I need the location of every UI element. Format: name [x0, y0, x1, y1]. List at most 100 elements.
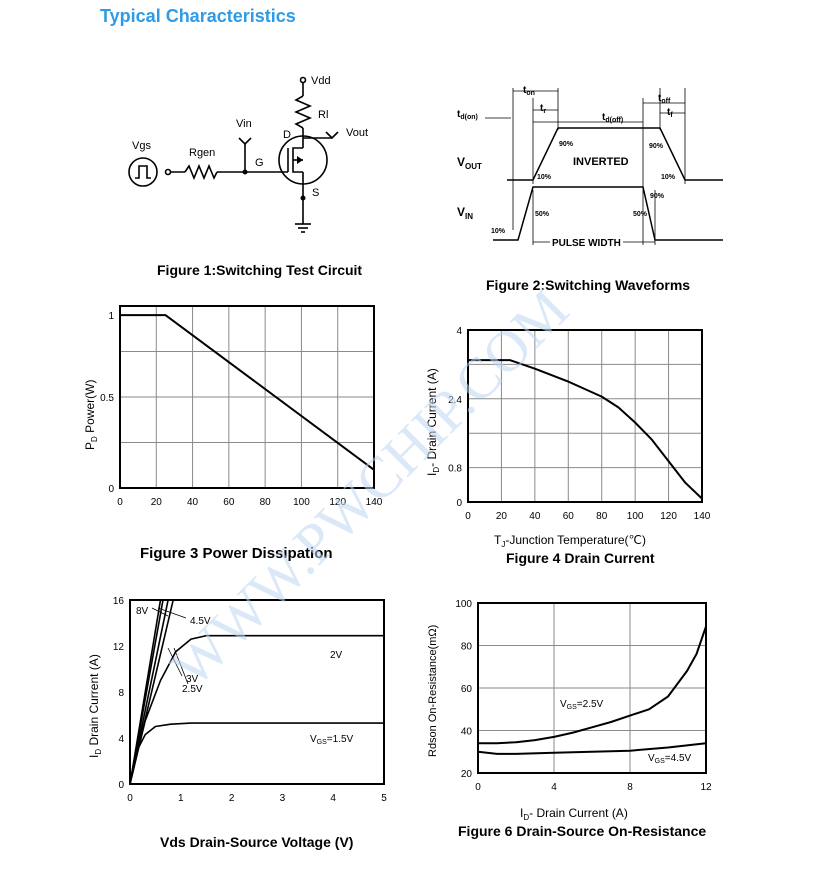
x-tick-label: 140 — [366, 497, 383, 508]
y-tick-label: 4 — [456, 326, 462, 337]
output-characteristics-chart: ID Drain Current (A) 0 1 2 3 4 504812168V4.5V… — [87, 596, 387, 804]
x-tick-label: 120 — [660, 511, 677, 522]
vout-90-fall: 90% — [649, 143, 664, 150]
y-tick-label: 0 — [456, 498, 462, 509]
vin-50-fall: 50% — [633, 211, 648, 218]
x-tick-label: 80 — [260, 497, 272, 508]
tf-label: tf — [667, 107, 673, 119]
page-title: Typical Characteristics — [100, 6, 296, 26]
x-tick-label: 1 — [178, 793, 184, 804]
curve-label-vgs-2-5v: VGS=2.5V — [560, 699, 604, 711]
ton-label: ton — [523, 85, 535, 97]
series-line-pd — [120, 314, 375, 471]
x-tick-label: 100 — [293, 497, 310, 508]
x-tick-label: 3 — [280, 793, 286, 804]
label-leader — [173, 647, 189, 685]
figure-6-caption: Figure 6 Drain-Source On-Resistance — [458, 823, 707, 839]
tr-label: tr — [540, 103, 546, 115]
fig4-xlabel: TJ-Junction Temperature(℃) — [494, 533, 646, 549]
y-tick-label: 40 — [461, 727, 473, 738]
x-tick-label: 4 — [330, 793, 336, 804]
label-leader — [157, 607, 187, 619]
vin-90: 90% — [650, 193, 665, 200]
on-resistance-chart: Rdson On-Resistance(mΩ) ID- Drain Curren… — [427, 599, 712, 822]
x-tick-label: 20 — [496, 511, 508, 522]
label-leader — [167, 647, 183, 677]
y-tick-label: 0 — [118, 780, 124, 791]
x-tick-label: 60 — [223, 497, 235, 508]
toff-label: toff — [658, 93, 671, 105]
series-line-id — [468, 359, 703, 500]
x-tick-label: 8 — [627, 782, 633, 793]
plot-frame — [119, 305, 375, 489]
figure-4-caption: Figure 4 Drain Current — [506, 550, 655, 566]
x-tick-label: 0 — [117, 497, 123, 508]
series-line-vgs-2-5v — [478, 626, 707, 745]
vin-50-rise: 50% — [535, 211, 550, 218]
series-line-vgs-1-5v — [129, 722, 384, 785]
plot-frame — [129, 599, 385, 785]
vdd-label: Vdd — [311, 75, 331, 87]
rgen-label: Rgen — [189, 147, 215, 159]
y-tick-label: 2.4 — [448, 395, 462, 406]
x-tick-label: 100 — [627, 511, 644, 522]
x-tick-label: 5 — [381, 793, 387, 804]
gate-label: G — [255, 157, 264, 169]
vin-label: Vin — [236, 118, 252, 130]
y-tick-label: 16 — [113, 596, 125, 607]
rl-label: Rl — [318, 109, 328, 121]
fig6-ylabel: Rdson On-Resistance(mΩ) — [427, 625, 439, 757]
curve-label-vgs-4-5v: VGS=4.5V — [648, 753, 692, 765]
y-tick-label: 20 — [461, 769, 473, 780]
x-tick-label: 60 — [563, 511, 575, 522]
y-tick-label: 8 — [118, 688, 124, 699]
y-tick-label: 4 — [118, 734, 124, 745]
y-tick-label: 60 — [461, 684, 473, 695]
label-leader — [151, 607, 169, 617]
y-tick-label: 100 — [455, 599, 472, 610]
vout-10-fall: 10% — [661, 174, 676, 181]
x-tick-label: 40 — [529, 511, 541, 522]
y-tick-label: 1 — [108, 311, 114, 322]
x-tick-label: 0 — [465, 511, 471, 522]
y-tick-label: 0.5 — [100, 393, 114, 404]
figure-2-caption: Figure 2:Switching Waveforms — [486, 277, 691, 293]
vout-label: Vout — [346, 127, 368, 139]
y-tick-label: 12 — [113, 642, 125, 653]
vin-10: 10% — [491, 228, 506, 235]
fig4-ylabel: ID- Drain Current (A) — [425, 368, 441, 476]
y-tick-label: 0.8 — [448, 464, 462, 475]
x-tick-label: 40 — [187, 497, 199, 508]
figure-1-caption: Figure 1:Switching Test Circuit — [157, 262, 363, 278]
x-tick-label: 80 — [596, 511, 608, 522]
series-line-2v — [129, 634, 384, 785]
curve-label-vgs-1-5v: VGS=1.5V — [310, 734, 354, 746]
vout-wave-label: VOUT — [457, 155, 482, 171]
vout-10-rise: 10% — [537, 174, 552, 181]
x-tick-label: 20 — [151, 497, 163, 508]
curve-label-3v: 3V — [186, 674, 199, 685]
y-tick-label: 80 — [461, 642, 473, 653]
plot-frame — [467, 329, 703, 503]
y-tick-label: 0 — [108, 484, 114, 495]
series-line-4-5v — [129, 599, 164, 785]
x-tick-label: 120 — [329, 497, 346, 508]
figure-5-caption: Vds Drain-Source Voltage (V) — [160, 834, 354, 850]
power-dissipation-chart: PD Power(W) 0 20 40 60 80 100 120 140 0 0.5 1 — [83, 305, 383, 508]
switching-test-circuit: Vdd Rl Vout Vin Vgs Rgen D G S — [128, 75, 368, 233]
drain-current-chart: ID- Drain Current (A) TJ-Junction Temper… — [425, 326, 711, 549]
tdon-label: td(on) — [457, 109, 478, 121]
x-tick-label: 140 — [694, 511, 711, 522]
curve-label-8v: 8V — [136, 606, 149, 617]
x-tick-label: 0 — [127, 793, 133, 804]
tdoff-label: td(off) — [602, 112, 623, 124]
x-tick-label: 4 — [551, 782, 557, 793]
curve-label-2-5v: 2.5V — [182, 684, 203, 695]
x-tick-label: 0 — [475, 782, 481, 793]
source-label: S — [312, 187, 319, 199]
x-tick-label: 2 — [229, 793, 235, 804]
figure-3-caption: Figure 3 Power Dissipation — [140, 545, 333, 562]
x-tick-label: 12 — [700, 782, 712, 793]
plot-frame — [477, 602, 707, 774]
switching-waveforms: ton tr toff tf td(on) td(off) VOUT VIN I… — [457, 85, 723, 249]
